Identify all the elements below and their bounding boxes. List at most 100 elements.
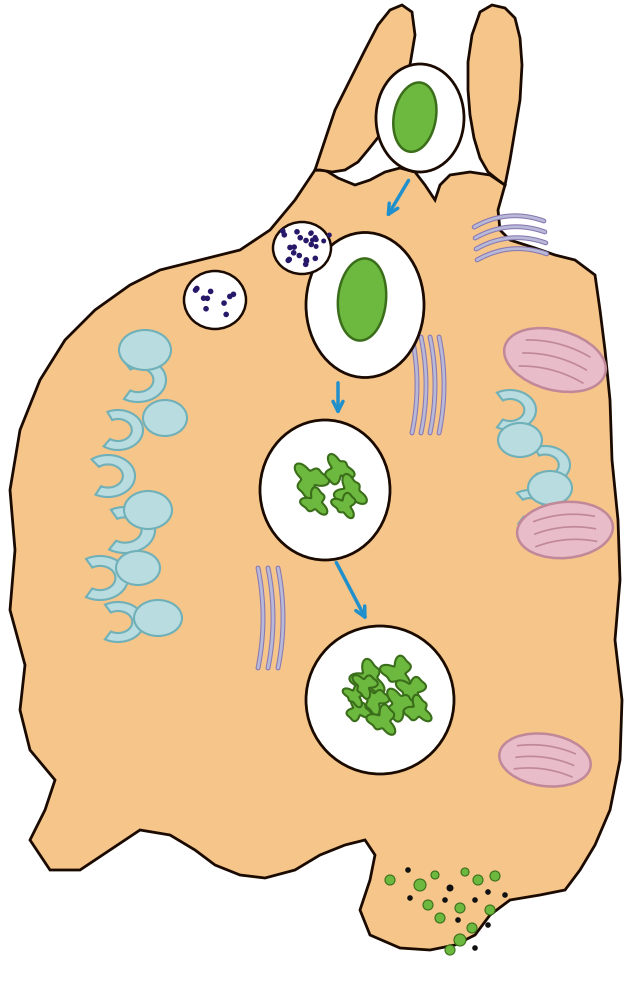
Polygon shape: [10, 168, 622, 950]
Polygon shape: [367, 705, 395, 735]
Circle shape: [294, 229, 300, 234]
Circle shape: [485, 905, 495, 915]
Ellipse shape: [499, 733, 591, 786]
Circle shape: [445, 945, 455, 955]
Ellipse shape: [184, 271, 246, 329]
Ellipse shape: [143, 400, 187, 436]
Ellipse shape: [124, 491, 172, 529]
Circle shape: [308, 242, 314, 247]
Circle shape: [291, 244, 297, 250]
Polygon shape: [315, 5, 415, 172]
Circle shape: [472, 897, 478, 902]
Polygon shape: [124, 358, 166, 402]
Polygon shape: [109, 507, 155, 553]
Circle shape: [286, 257, 292, 262]
Polygon shape: [380, 655, 411, 689]
Ellipse shape: [306, 232, 424, 378]
Circle shape: [414, 879, 426, 891]
Circle shape: [231, 291, 236, 297]
Ellipse shape: [273, 222, 331, 274]
Circle shape: [280, 228, 286, 234]
Polygon shape: [531, 446, 570, 484]
Circle shape: [472, 946, 478, 951]
Circle shape: [223, 312, 229, 317]
Polygon shape: [295, 463, 329, 499]
Circle shape: [204, 306, 209, 312]
Polygon shape: [343, 685, 365, 707]
Circle shape: [431, 871, 439, 879]
Polygon shape: [105, 602, 144, 642]
Circle shape: [303, 238, 309, 243]
Circle shape: [435, 913, 445, 923]
Polygon shape: [300, 487, 327, 515]
Ellipse shape: [260, 420, 390, 560]
Circle shape: [405, 867, 411, 873]
Circle shape: [455, 917, 461, 923]
Circle shape: [221, 300, 227, 306]
Circle shape: [281, 232, 287, 237]
Ellipse shape: [119, 330, 171, 370]
Polygon shape: [325, 454, 355, 484]
Circle shape: [296, 253, 302, 259]
Circle shape: [446, 885, 454, 892]
Circle shape: [208, 288, 214, 294]
Circle shape: [303, 258, 309, 264]
Circle shape: [310, 237, 315, 243]
Circle shape: [309, 230, 314, 235]
Ellipse shape: [306, 626, 454, 774]
Circle shape: [327, 232, 332, 237]
Circle shape: [454, 934, 466, 946]
Polygon shape: [346, 697, 372, 721]
Circle shape: [193, 287, 198, 293]
Circle shape: [385, 875, 395, 885]
Circle shape: [485, 922, 491, 928]
Polygon shape: [331, 493, 355, 519]
Circle shape: [313, 235, 318, 240]
Polygon shape: [393, 83, 437, 152]
Ellipse shape: [116, 551, 160, 585]
Polygon shape: [468, 5, 522, 185]
Polygon shape: [349, 659, 384, 694]
Polygon shape: [396, 677, 426, 707]
Circle shape: [473, 875, 483, 885]
Polygon shape: [387, 689, 418, 721]
Circle shape: [286, 258, 291, 263]
Polygon shape: [334, 474, 367, 505]
Polygon shape: [517, 490, 554, 526]
Circle shape: [201, 295, 207, 301]
Circle shape: [455, 903, 465, 913]
Circle shape: [303, 257, 309, 263]
Polygon shape: [353, 675, 378, 699]
Circle shape: [442, 897, 448, 902]
Circle shape: [298, 235, 303, 240]
Ellipse shape: [517, 502, 613, 558]
Ellipse shape: [376, 64, 464, 172]
Circle shape: [194, 285, 200, 291]
Circle shape: [227, 293, 233, 299]
Circle shape: [312, 256, 318, 261]
Polygon shape: [362, 689, 389, 715]
Polygon shape: [104, 410, 143, 450]
Circle shape: [490, 871, 500, 881]
Circle shape: [423, 900, 433, 910]
Circle shape: [313, 237, 319, 242]
Polygon shape: [338, 259, 386, 340]
Ellipse shape: [498, 423, 542, 457]
Ellipse shape: [504, 328, 606, 392]
Polygon shape: [86, 556, 128, 600]
Polygon shape: [497, 390, 536, 430]
Circle shape: [321, 238, 326, 243]
Circle shape: [461, 868, 469, 876]
Circle shape: [502, 892, 507, 897]
Circle shape: [303, 262, 308, 267]
Polygon shape: [92, 455, 135, 497]
Circle shape: [291, 250, 296, 256]
Circle shape: [313, 244, 319, 249]
Polygon shape: [404, 695, 432, 721]
Ellipse shape: [528, 471, 572, 505]
Circle shape: [287, 245, 293, 250]
Circle shape: [308, 231, 313, 236]
Circle shape: [407, 895, 413, 900]
Circle shape: [485, 890, 491, 894]
Circle shape: [467, 923, 477, 933]
